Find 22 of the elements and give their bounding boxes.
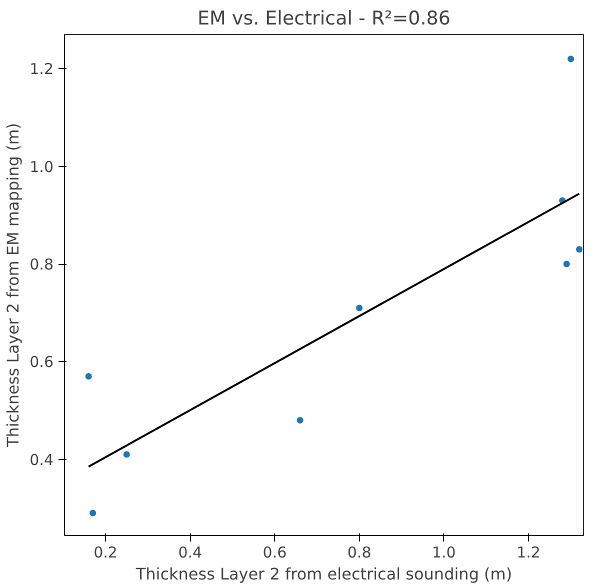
x-axis-title: Thickness Layer 2 from electrical sounding (m): [134, 564, 512, 584]
point: [562, 260, 570, 268]
point: [296, 416, 304, 424]
x-tick-label: 1.2: [516, 544, 540, 562]
x-tick-label: 0.4: [178, 544, 202, 562]
point: [567, 55, 575, 63]
y-tick-label: 0.6: [30, 353, 54, 372]
point: [576, 246, 584, 254]
point: [122, 450, 130, 458]
x-tick-label: 0.6: [262, 544, 287, 562]
chart-title: EM vs. Electrical - R²=0.86: [198, 8, 450, 30]
point: [356, 304, 364, 312]
point: [84, 372, 92, 380]
y-tick-label: 1.0: [30, 158, 54, 176]
point: [89, 509, 97, 517]
y-axis-title: Thickness Layer 2 from EM mapping (m): [4, 122, 23, 448]
y-tick-label: 0.8: [30, 256, 54, 274]
y-tick-label: 1.2: [30, 60, 54, 78]
y-tick-label: 0.4: [30, 450, 54, 469]
x-tick-label: 0.8: [347, 544, 372, 562]
x-tick-label: 1.0: [432, 544, 456, 562]
x-tick-label: 0.2: [94, 544, 118, 562]
